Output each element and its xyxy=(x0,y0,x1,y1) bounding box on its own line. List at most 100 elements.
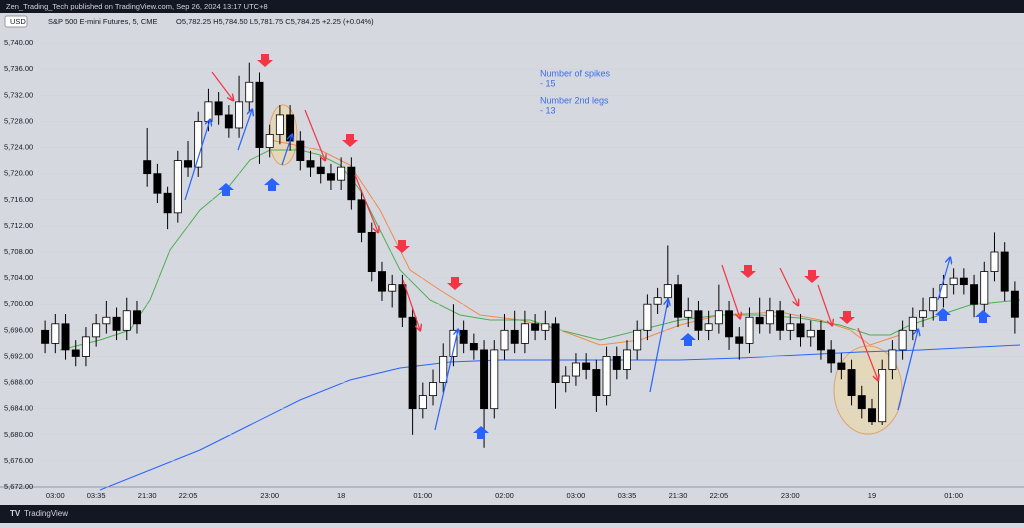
y-tick-label: 5,688.00 xyxy=(4,378,33,387)
candle-body xyxy=(929,297,938,312)
candle-body xyxy=(663,284,672,299)
y-tick-label: 5,680.00 xyxy=(4,430,33,439)
candle-body xyxy=(878,369,887,423)
candle-body xyxy=(81,336,90,357)
y-tick-label: 5,692.00 xyxy=(4,351,33,360)
candle-body xyxy=(51,323,60,344)
ohlc: O5,782.25 H5,784.50 L5,781.75 C5,784.25 … xyxy=(176,17,374,26)
candle-body xyxy=(1000,251,1009,292)
candle-body xyxy=(980,271,989,305)
x-tick-label: 18 xyxy=(337,491,345,500)
candle-body xyxy=(408,316,417,410)
candle-body xyxy=(480,349,489,410)
candle-body xyxy=(735,336,744,344)
candle-body xyxy=(949,277,958,286)
candle-body xyxy=(990,251,999,272)
x-tick-label: 03:35 xyxy=(618,491,637,500)
candle-body xyxy=(388,284,397,292)
y-tick-label: 5,672.00 xyxy=(4,482,33,491)
candle-body xyxy=(326,173,335,181)
blue-arrows xyxy=(218,178,991,439)
y-tick-label: 5,720.00 xyxy=(4,169,33,178)
currency[interactable]: USD xyxy=(10,17,26,26)
candle-body xyxy=(265,134,274,148)
candle-body xyxy=(939,284,948,299)
candle-body xyxy=(235,101,244,129)
candle-body xyxy=(429,382,437,397)
candle-body xyxy=(71,349,80,357)
red-arrows xyxy=(257,54,855,324)
candle-body xyxy=(602,356,611,397)
candle-body xyxy=(102,316,111,325)
candle-body xyxy=(275,114,284,135)
candle-body xyxy=(551,323,560,383)
candle-body xyxy=(92,323,101,338)
candle-body xyxy=(592,369,601,397)
annotation: Number 2nd legs xyxy=(540,95,609,105)
candle-body xyxy=(500,329,509,351)
y-tick-label: 5,716.00 xyxy=(4,195,33,204)
x-tick-label: 19 xyxy=(868,491,876,500)
annotation: - 15 xyxy=(540,78,556,88)
y-tick-label: 5,704.00 xyxy=(4,273,33,282)
annotation: Number of spikes xyxy=(540,68,611,78)
candle-body xyxy=(541,323,550,331)
candle-body xyxy=(633,329,642,351)
y-tick-label: 5,696.00 xyxy=(4,325,33,334)
candle-body xyxy=(959,277,968,286)
candle-body xyxy=(653,297,662,305)
candle-body xyxy=(418,395,427,410)
candle-body xyxy=(286,114,295,142)
candle-body xyxy=(714,310,723,325)
candle-body xyxy=(194,121,203,168)
x-tick-label: 02:00 xyxy=(495,491,514,500)
y-tick-label: 5,732.00 xyxy=(4,90,33,99)
publisher: Zen_Trading_Tech published on TradingVie… xyxy=(6,2,268,11)
candle-body xyxy=(1010,290,1019,318)
candle-body xyxy=(796,323,805,338)
y-tick-label: 5,740.00 xyxy=(4,38,33,47)
candle-body xyxy=(806,329,815,338)
candle-body xyxy=(510,329,519,344)
x-tick-label: 22:05 xyxy=(179,491,198,500)
x-tick-label: 03:00 xyxy=(567,491,586,500)
x-tick-label: 01:00 xyxy=(413,491,432,500)
ma-mid xyxy=(269,139,901,346)
candle-body xyxy=(725,310,734,338)
top-bar xyxy=(0,0,1024,13)
candles xyxy=(40,42,1024,488)
candle-body xyxy=(643,303,652,331)
candle-body xyxy=(816,329,825,351)
candle-body xyxy=(531,323,540,331)
x-tick-label: 21:30 xyxy=(138,491,157,500)
candle-body xyxy=(582,362,591,370)
candle-body xyxy=(133,310,141,325)
x-tick-label: 01:00 xyxy=(944,491,963,500)
currency-box[interactable] xyxy=(4,15,28,28)
swing-lines xyxy=(184,71,950,431)
candle-body xyxy=(439,356,448,383)
candle-body xyxy=(898,329,907,351)
candle-body xyxy=(684,310,693,318)
candle-body xyxy=(469,342,478,351)
candle-body xyxy=(888,349,897,370)
candle-body xyxy=(970,284,979,305)
bottom-bar xyxy=(0,505,1024,523)
candle-body xyxy=(847,369,856,397)
x-tick-label: 03:35 xyxy=(87,491,106,500)
candle-body xyxy=(612,356,621,370)
candle-body xyxy=(255,81,264,148)
candle-body xyxy=(837,362,846,370)
candle-body xyxy=(122,310,131,331)
candle-body xyxy=(296,140,305,162)
candle-body xyxy=(827,349,836,364)
candle-body xyxy=(776,310,785,331)
candle-body xyxy=(755,316,764,325)
candle-body xyxy=(459,329,468,344)
x-tick-label: 23:00 xyxy=(260,491,279,500)
candle-body xyxy=(367,232,376,272)
candle-body xyxy=(112,316,121,331)
x-tick-label: 21:30 xyxy=(669,491,688,500)
candle-body xyxy=(61,323,70,351)
